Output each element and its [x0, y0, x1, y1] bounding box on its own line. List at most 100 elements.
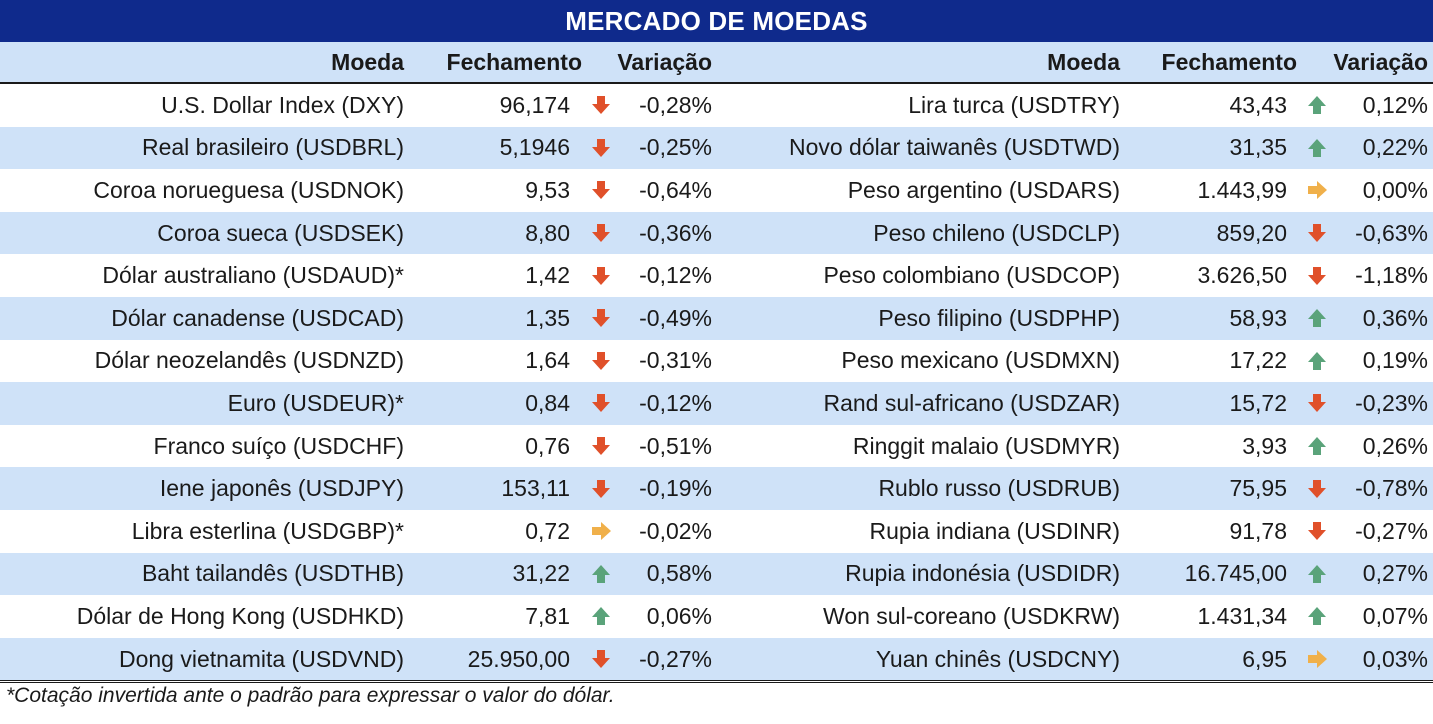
currency-name: Rupia indiana (USDINR): [869, 517, 1120, 544]
arrow-down-icon: [586, 340, 616, 383]
currency-name: Real brasileiro (USDBRL): [141, 134, 404, 161]
table-row: Dong vietnamita (USDVND) 25.950,00 -0,27% Y…: [0, 637, 1433, 681]
arrow-down-icon: [586, 84, 616, 127]
closing-value: 31,22: [512, 560, 570, 587]
arrow-up-icon: [1302, 595, 1332, 638]
arrow-down-icon: [586, 467, 616, 510]
currency-name: Dólar neozelandês (USDNZD): [94, 347, 404, 374]
variation-value: 0,07%: [1362, 602, 1428, 629]
variation-value: 0,19%: [1362, 347, 1428, 374]
arrow-up-icon: [1302, 297, 1332, 340]
currency-name: Libra esterlina (USDGBP)*: [131, 517, 404, 544]
variation-value: -1,18%: [1355, 262, 1428, 289]
table-row: Dólar de Hong Kong (USDHKD) 7,81 0,06% Won …: [0, 595, 1433, 638]
variation-value: -0,02%: [639, 517, 712, 544]
closing-value: 15,72: [1229, 389, 1287, 416]
arrow-up-icon: [1302, 84, 1332, 127]
currency-name: Rublo russo (USDRUB): [878, 475, 1120, 502]
variation-value: -0,12%: [639, 389, 712, 416]
table-row: Dólar neozelandês (USDNZD) 1,64 -0,31% Peso…: [0, 340, 1433, 383]
closing-value: 8,80: [525, 219, 570, 246]
variation-value: 0,22%: [1362, 134, 1428, 161]
header-variacao-left: Variação: [617, 48, 712, 75]
closing-value: 1.443,99: [1197, 176, 1287, 203]
variation-value: 0,03%: [1362, 645, 1428, 672]
closing-value: 3.626,50: [1197, 262, 1287, 289]
closing-value: 9,53: [525, 176, 570, 203]
arrow-down-icon: [586, 212, 616, 255]
arrow-down-icon: [586, 382, 616, 425]
arrow-down-icon: [1302, 254, 1332, 297]
table-row: Baht tailandês (USDTHB) 31,22 0,58% Rupia i…: [0, 552, 1433, 596]
currency-name: Peso chileno (USDCLP): [873, 219, 1120, 246]
closing-value: 0,72: [525, 517, 570, 544]
closing-value: 1.431,34: [1197, 602, 1287, 629]
arrow-up-icon: [1302, 425, 1332, 468]
currency-name: Dong vietnamita (USDVND): [118, 645, 404, 672]
arrow-down-icon: [1302, 212, 1332, 255]
table-row: Iene japonês (USDJPY) 153,11 -0,19% Rublo r…: [0, 467, 1433, 510]
table-row: Dólar canadense (USDCAD) 1,35 -0,49% Peso f…: [0, 296, 1433, 340]
arrow-down-icon: [586, 169, 616, 212]
currency-name: Dólar australiano (USDAUD)*: [102, 262, 404, 289]
currency-name: U.S. Dollar Index (DXY): [161, 91, 404, 118]
header-row: Moeda Fechamento Variação Moeda Fechamen…: [0, 42, 1433, 84]
currency-name: Baht tailandês (USDTHB): [141, 560, 404, 587]
arrow-right-icon: [586, 510, 616, 553]
arrow-right-icon: [1302, 638, 1332, 681]
currency-name: Iene japonês (USDJPY): [159, 475, 404, 502]
currency-name: Peso argentino (USDARS): [847, 176, 1120, 203]
currency-name: Coroa sueca (USDSEK): [157, 219, 404, 246]
variation-value: -0,49%: [639, 304, 712, 331]
closing-value: 1,42: [525, 262, 570, 289]
arrow-down-icon: [1302, 467, 1332, 510]
currency-name: Euro (USDEUR)*: [227, 389, 404, 416]
closing-value: 17,22: [1229, 347, 1287, 374]
closing-value: 31,35: [1229, 134, 1287, 161]
closing-value: 0,84: [525, 389, 570, 416]
closing-value: 43,43: [1229, 91, 1287, 118]
currency-name: Peso colombiano (USDCOP): [823, 262, 1120, 289]
currency-name: Yuan chinês (USDCNY): [875, 645, 1120, 672]
table-row: Euro (USDEUR)* 0,84 -0,12% Rand sul-african…: [0, 382, 1433, 425]
variation-value: -0,64%: [639, 176, 712, 203]
closing-value: 91,78: [1229, 517, 1287, 544]
variation-value: -0,25%: [639, 134, 712, 161]
arrow-up-icon: [1302, 553, 1332, 596]
header-moeda-left: Moeda: [331, 48, 404, 75]
table-body: U.S. Dollar Index (DXY) 96,174 -0,28% Lira …: [0, 84, 1433, 681]
variation-value: -0,63%: [1355, 219, 1428, 246]
table-bottom-border: [0, 680, 1433, 683]
closing-value: 96,174: [499, 91, 570, 118]
table-row: Coroa norueguesa (USDNOK) 9,53 -0,64% Peso …: [0, 169, 1433, 212]
currency-name: Rupia indonésia (USDIDR): [845, 560, 1120, 587]
closing-value: 1,64: [525, 347, 570, 374]
closing-value: 153,11: [501, 475, 570, 502]
variation-value: -0,23%: [1355, 389, 1428, 416]
currency-name: Franco suíço (USDCHF): [153, 432, 404, 459]
currency-name: Coroa norueguesa (USDNOK): [93, 176, 404, 203]
closing-value: 5,1946: [499, 134, 570, 161]
closing-value: 6,95: [1242, 645, 1287, 672]
currency-name: Dólar canadense (USDCAD): [111, 304, 404, 331]
arrow-down-icon: [586, 254, 616, 297]
variation-value: -0,12%: [639, 262, 712, 289]
arrow-up-icon: [586, 595, 616, 638]
table-title: MERCADO DE MOEDAS: [0, 0, 1433, 42]
arrow-down-icon: [586, 638, 616, 681]
variation-value: 0,12%: [1362, 91, 1428, 118]
currency-name: Rand sul-africano (USDZAR): [823, 389, 1120, 416]
variation-value: -0,51%: [639, 432, 712, 459]
variation-value: -0,27%: [639, 645, 712, 672]
variation-value: 0,27%: [1362, 560, 1428, 587]
header-variacao-right: Variação: [1333, 48, 1428, 75]
currency-name: Won sul-coreano (USDKRW): [823, 602, 1120, 629]
currency-name: Lira turca (USDTRY): [908, 91, 1120, 118]
variation-value: -0,28%: [639, 91, 712, 118]
closing-value: 7,81: [525, 602, 570, 629]
closing-value: 3,93: [1242, 432, 1287, 459]
header-moeda-right: Moeda: [1047, 48, 1120, 75]
currency-name: Novo dólar taiwanês (USDTWD): [788, 134, 1120, 161]
variation-value: -0,27%: [1355, 517, 1428, 544]
variation-value: 0,58%: [646, 560, 712, 587]
